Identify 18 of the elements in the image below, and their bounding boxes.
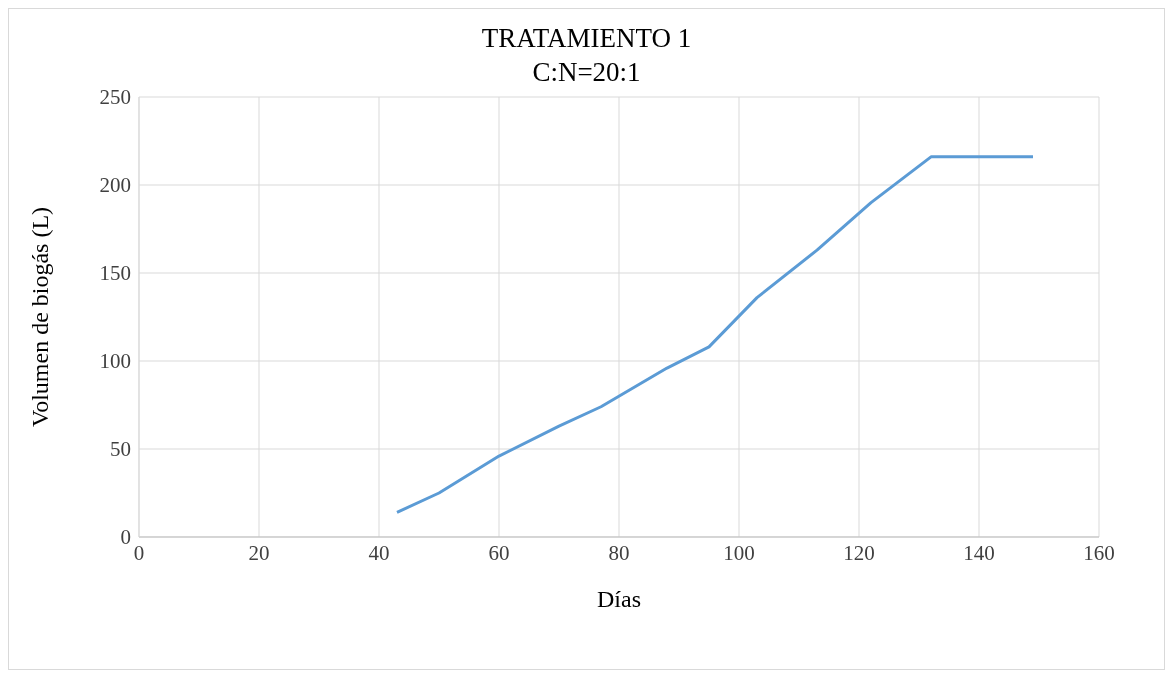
line-series <box>395 155 1035 514</box>
x-tick-label: 20 <box>248 540 270 565</box>
x-axis-title: Días <box>597 586 641 612</box>
x-tick-label: 60 <box>488 540 510 565</box>
x-tick-label: 160 <box>1083 540 1115 565</box>
y-tick-label: 150 <box>99 261 131 286</box>
x-tick-label: 140 <box>963 540 995 565</box>
y-tick-label: 50 <box>110 437 131 462</box>
y-tick-label: 250 <box>99 85 131 110</box>
x-tick-label: 120 <box>843 540 875 565</box>
y-axis-title: Volumen de biogás (L) <box>26 206 53 428</box>
y-tick-label: 100 <box>99 349 131 374</box>
x-tick-label: 80 <box>608 540 630 565</box>
chart-title: TRATAMIENTO 1 <box>480 22 693 55</box>
x-tick-label: 100 <box>723 540 755 565</box>
y-tick-label: 200 <box>99 173 131 198</box>
x-tick-label: 40 <box>368 540 390 565</box>
chart-subtitle: C:N=20:1 <box>532 57 641 87</box>
